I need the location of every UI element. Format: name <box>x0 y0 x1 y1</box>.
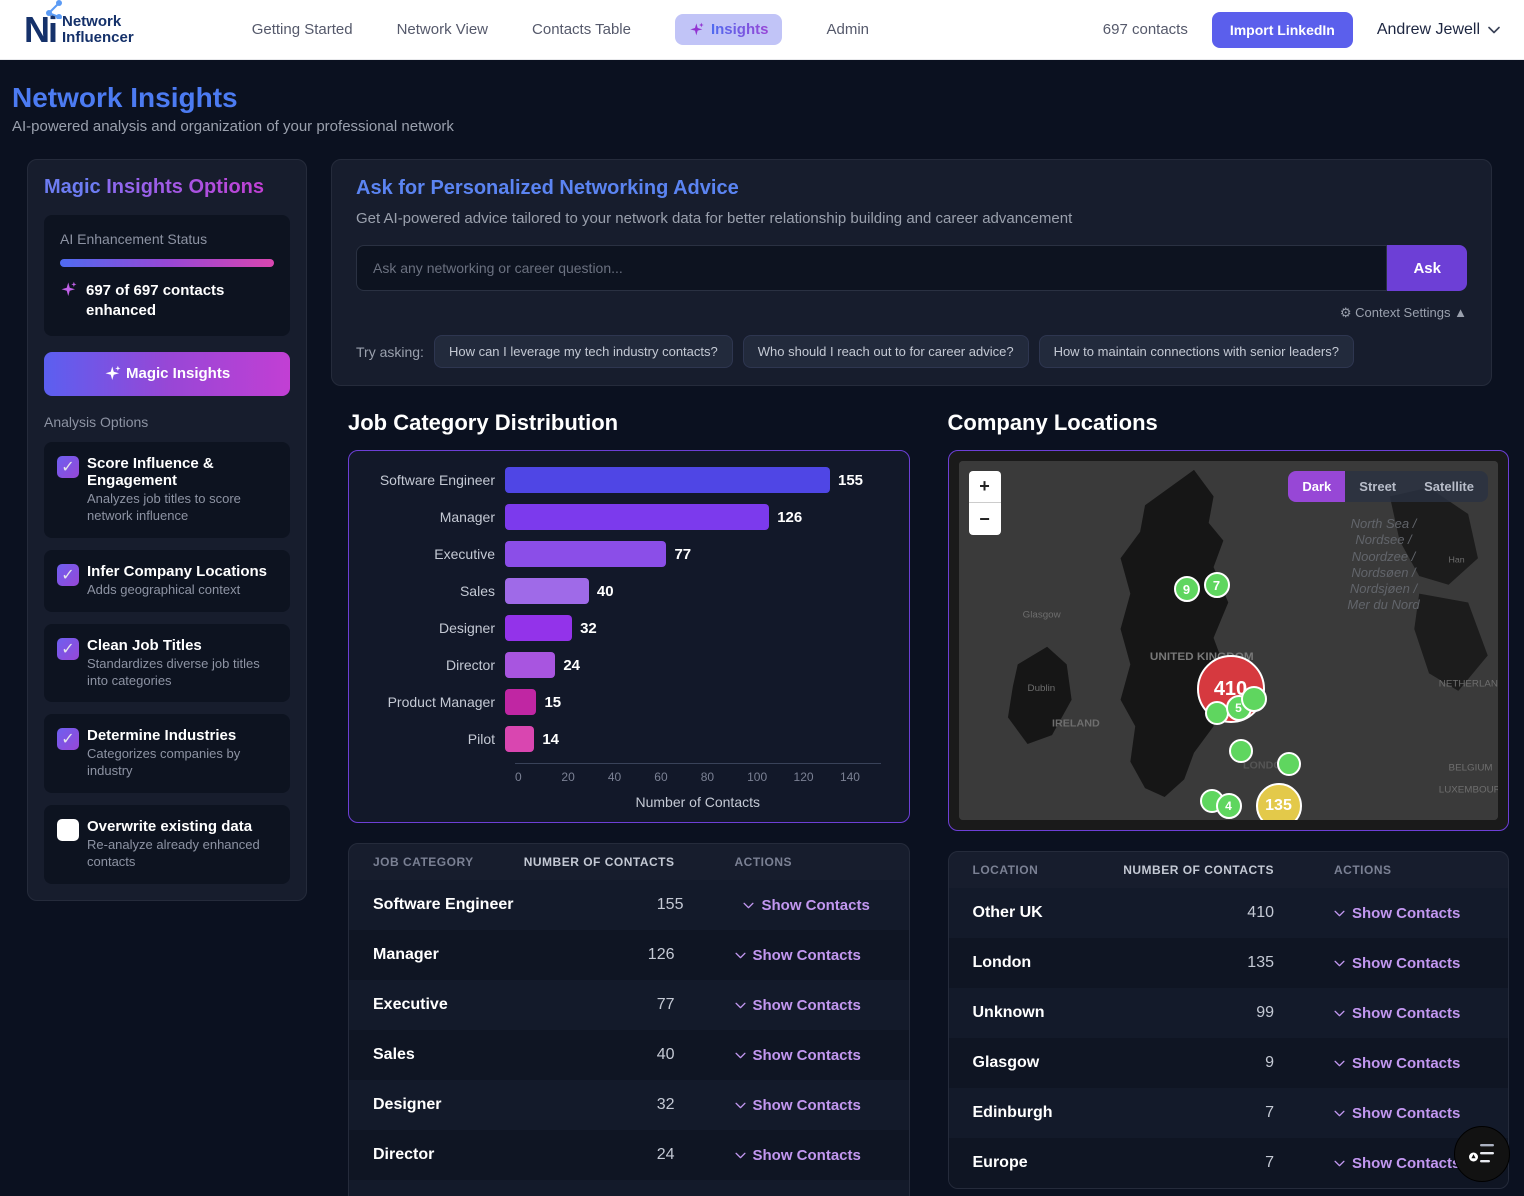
svg-text:IRELAND: IRELAND <box>1052 719 1100 729</box>
svg-text:Dublin: Dublin <box>1027 683 1055 692</box>
svg-text:NETHERLANDS: NETHERLANDS <box>1438 679 1498 688</box>
svg-text:Han: Han <box>1448 555 1464 564</box>
svg-text:LUXEMBOURG: LUXEMBOURG <box>1438 785 1498 794</box>
svg-text:BELGIUM: BELGIUM <box>1448 763 1492 772</box>
svg-text:Glasgow: Glasgow <box>1022 610 1060 619</box>
